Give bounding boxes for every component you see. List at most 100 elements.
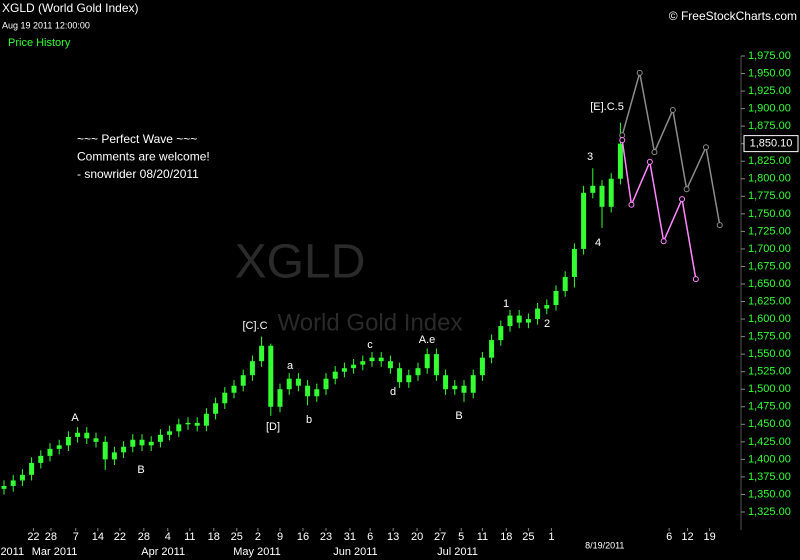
x-tick-label: 11	[477, 531, 488, 543]
wave-label: B	[137, 464, 144, 476]
last-price-label: 1,850.10	[750, 138, 793, 150]
last-price-box	[743, 135, 799, 153]
x-tick-label: 16	[297, 531, 309, 543]
candle-body	[470, 375, 476, 393]
x-tick-label: 9	[277, 531, 283, 543]
month-label: May 2011	[233, 546, 281, 558]
candle-body	[65, 436, 71, 446]
wave-label: 4	[595, 237, 601, 249]
candle-body	[562, 276, 568, 292]
candle-body	[525, 319, 531, 323]
candle-body	[424, 354, 430, 369]
y-tick-label: 1,625.00	[748, 295, 791, 307]
wave-label: B	[455, 410, 462, 422]
y-tick-label: 1,425.00	[748, 436, 791, 448]
candle-body	[102, 441, 108, 460]
x-tick-label: 22	[27, 531, 39, 543]
x-tick-label: 4	[165, 531, 171, 543]
projection-line	[621, 140, 697, 280]
candle-body	[332, 371, 338, 379]
y-tick-label: 1,900.00	[748, 103, 791, 115]
month-label: 8/19/2011	[585, 540, 624, 550]
panel-label: Price History	[8, 37, 71, 49]
wave-label: [D]	[266, 421, 280, 433]
candle-body	[139, 439, 145, 446]
candle-body	[617, 143, 623, 179]
y-tick-label: 1,925.00	[748, 85, 791, 97]
y-tick-label: 1,725.00	[748, 225, 791, 237]
x-tick-label: 27	[434, 531, 446, 543]
x-tick-label: 22	[114, 531, 126, 543]
projection-point	[646, 158, 653, 165]
candle-body	[213, 403, 219, 414]
y-tick-label: 1,700.00	[748, 243, 791, 255]
candle-body	[84, 432, 90, 439]
candle-body	[489, 340, 495, 358]
candle-body	[305, 385, 311, 397]
candle-body	[167, 431, 173, 435]
x-tick-label: 18	[208, 531, 220, 543]
x-tick-label: 20	[411, 531, 423, 543]
candle-body	[323, 378, 329, 390]
x-tick-label: 2	[255, 531, 261, 543]
candle-body	[608, 178, 614, 207]
x-tick-label: 6	[367, 531, 373, 543]
timestamp: Aug 19 2011 12:00:00	[2, 20, 90, 30]
candle-body	[286, 378, 292, 390]
candle-body	[231, 385, 237, 393]
candle-body	[222, 392, 228, 404]
x-tick-label: 7	[73, 531, 79, 543]
wave-label: A	[71, 412, 79, 424]
candle-body	[194, 422, 200, 426]
candle-body	[406, 375, 412, 383]
y-tick-label: 1,350.00	[748, 488, 791, 500]
y-tick-label: 1,750.00	[748, 208, 791, 220]
candle-body	[433, 354, 439, 376]
candle-body	[240, 375, 246, 386]
candle-body	[29, 462, 35, 475]
candle-body	[351, 364, 357, 369]
y-tick-label: 1,475.00	[748, 401, 791, 413]
candle-body	[19, 474, 25, 481]
month-label: Apr 2011	[141, 546, 185, 558]
y-tick-label: 1,875.00	[748, 120, 791, 132]
projection-point	[692, 276, 699, 283]
comment-line: - snowrider 08/20/2011	[77, 167, 199, 181]
candle-body	[571, 248, 577, 277]
y-tick-label: 1,600.00	[748, 313, 791, 325]
candle-body	[369, 357, 375, 362]
wave-label: [C].C	[242, 320, 267, 332]
y-tick-label: 1,950.00	[748, 67, 791, 79]
candle-body	[479, 357, 485, 376]
month-label: Jul 2011	[437, 546, 478, 558]
wave-label: A.e	[419, 334, 436, 346]
candle-body	[498, 326, 504, 341]
candle-body	[259, 345, 265, 362]
candle-body	[443, 375, 449, 390]
projection-point	[702, 144, 709, 151]
watermark: XGLD	[235, 236, 366, 289]
x-tick-label: 25	[231, 531, 243, 543]
projection-point	[716, 222, 723, 229]
month-label: Mar 2011	[32, 546, 78, 558]
projection-point	[679, 196, 686, 203]
y-tick-label: 1,975.00	[748, 50, 791, 62]
candle-body	[553, 291, 559, 306]
candle-body	[249, 361, 255, 376]
wave-label: a	[287, 360, 294, 372]
candle-body	[10, 480, 16, 487]
y-tick-label: 1,825.00	[748, 155, 791, 167]
projection-point	[628, 201, 635, 208]
candle-body	[121, 446, 127, 453]
y-tick-label: 1,500.00	[748, 383, 791, 395]
projection-point	[636, 69, 643, 76]
projection-point	[619, 137, 626, 144]
y-tick-label: 1,325.00	[748, 506, 791, 518]
candle-body	[544, 305, 550, 309]
candle-body	[341, 368, 347, 372]
wave-label: 1	[503, 298, 509, 310]
candle-body	[47, 448, 53, 456]
